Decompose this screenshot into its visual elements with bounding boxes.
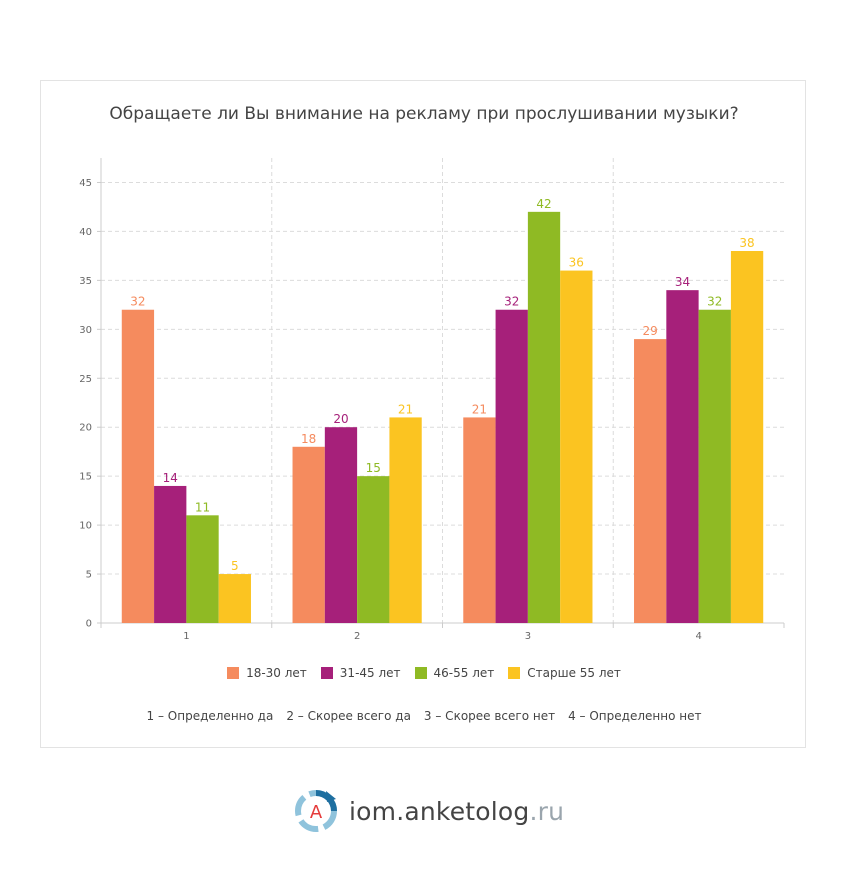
bar (666, 290, 699, 623)
footnote-item-3: 3 – Скорее всего нет (423, 709, 556, 723)
y-tick-label: 40 (79, 227, 92, 238)
data-label: 15 (366, 461, 381, 475)
bar (357, 476, 390, 623)
data-label: 36 (569, 256, 584, 270)
bar (730, 251, 764, 623)
bar (121, 309, 155, 623)
legend-label: Старше 55 лет (527, 666, 621, 680)
data-label: 20 (333, 412, 348, 426)
data-label: 42 (536, 197, 551, 211)
bar (218, 574, 251, 623)
data-label: 14 (163, 471, 178, 485)
chart-title: Обращаете ли Вы внимание на рекламу при … (109, 104, 739, 124)
bar (698, 309, 731, 623)
y-tick-label: 30 (79, 325, 92, 336)
data-label: 5 (231, 559, 239, 573)
legend-item-over-55[interactable]: Старше 55 лет (508, 666, 621, 680)
bar (292, 446, 325, 623)
footnote-item-4: 4 – Определенно нет (568, 709, 702, 723)
bar (154, 485, 187, 623)
legend-swatch (227, 667, 240, 679)
y-tick-label: 20 (79, 423, 92, 434)
y-tick-label: 15 (79, 472, 92, 483)
footnote-item-2: 2 – Скорее всего да (286, 709, 411, 723)
x-tick-label: 4 (695, 631, 701, 642)
legend-item-46-55[interactable]: 46-55 лет (414, 666, 495, 680)
legend-swatch (508, 667, 521, 679)
data-label: 32 (504, 295, 519, 309)
y-tick-label: 25 (79, 374, 92, 385)
y-tick-label: 0 (86, 619, 92, 630)
data-label: 32 (707, 295, 722, 309)
logo-letter: A (310, 802, 323, 823)
y-tick-label: 35 (79, 276, 92, 287)
category-footnote: 1 – Определенно да 2 – Скорее всего да 3… (0, 709, 848, 723)
bar (560, 270, 593, 623)
legend-item-18-30[interactable]: 18-30 лет (227, 666, 307, 680)
data-label: 18 (301, 432, 316, 446)
brand-domain: iom.anketolog (349, 796, 530, 826)
x-tick-label: 3 (525, 631, 531, 642)
legend-label: 18-30 лет (246, 666, 307, 680)
bar (324, 427, 358, 623)
footnote-item-1: 1 – Определенно да (146, 709, 274, 723)
x-tick-label: 2 (354, 631, 360, 642)
anketolog-logo-icon: A (295, 790, 337, 832)
y-tick-label: 10 (79, 521, 92, 532)
bar (634, 339, 667, 623)
bar (389, 417, 422, 623)
brand-link[interactable]: A iom.anketolog.ru (293, 788, 564, 834)
x-tick-label: 1 (183, 631, 189, 642)
chart-legend: 18-30 лет 31-45 лет 46-55 лет Старше 55 … (0, 666, 848, 680)
y-tick-label: 45 (79, 178, 92, 189)
legend-label: 46-55 лет (433, 666, 495, 680)
data-label: 29 (643, 324, 658, 338)
data-label: 38 (739, 236, 754, 250)
brand-name: iom.anketolog.ru (349, 797, 564, 826)
legend-swatch (414, 667, 427, 679)
data-label: 11 (195, 500, 210, 514)
data-label: 32 (130, 295, 145, 309)
legend-swatch (320, 667, 333, 679)
data-label: 21 (472, 402, 487, 416)
data-label: 21 (398, 402, 413, 416)
data-label: 34 (675, 275, 690, 289)
y-tick-label: 5 (86, 570, 92, 581)
legend-label: 31-45 лет (339, 666, 401, 680)
bar (495, 309, 528, 623)
legend-item-31-45[interactable]: 31-45 лет (320, 666, 401, 680)
bar (186, 515, 219, 623)
brand-tld: .ru (529, 796, 565, 826)
bar (463, 417, 496, 623)
bar (527, 211, 561, 623)
